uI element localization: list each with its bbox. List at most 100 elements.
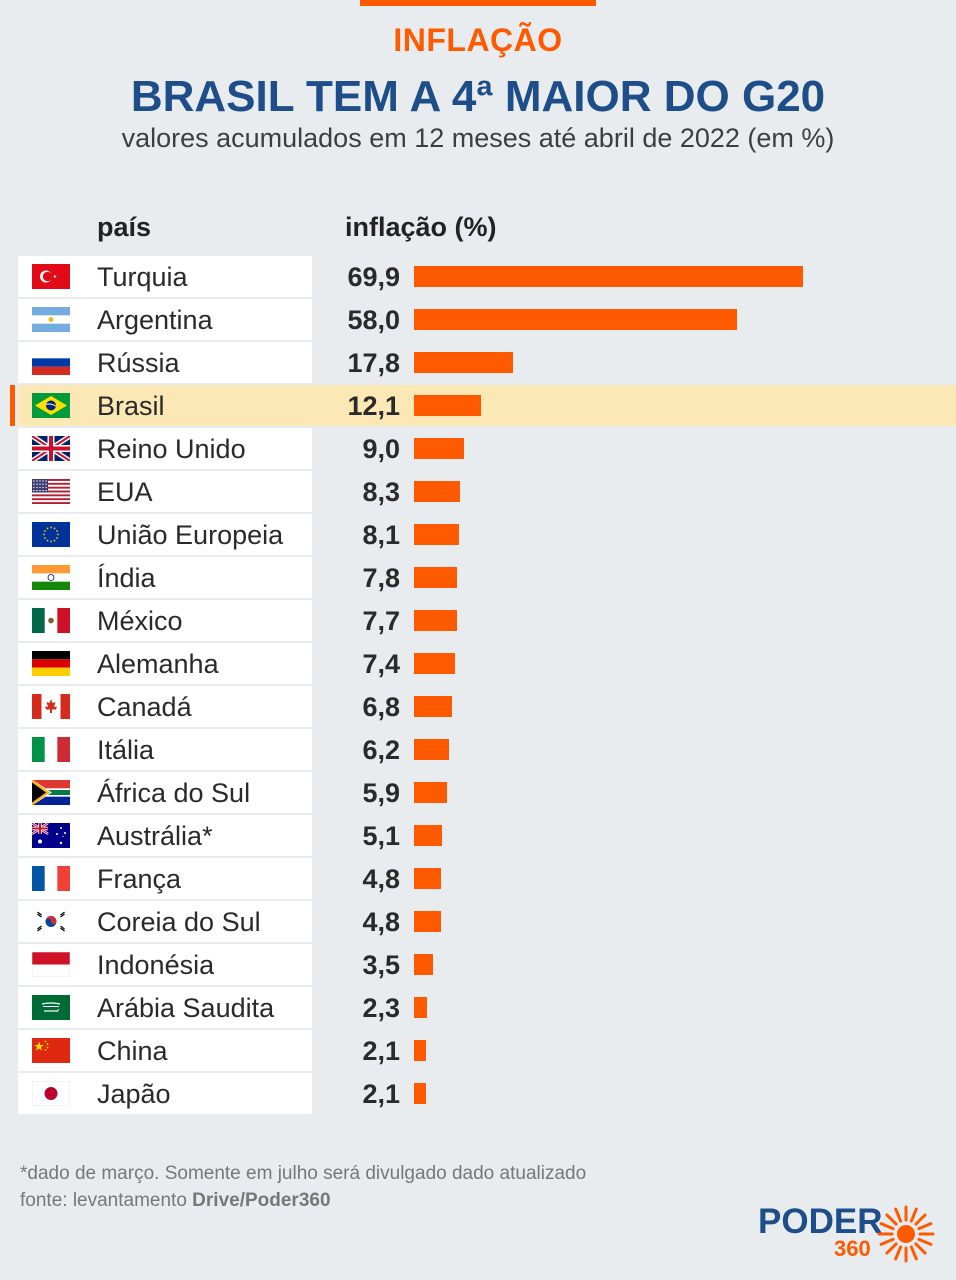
inflation-table: Turquia 69,9 Argentina 58,0 Rússia 17,8 Brasil… (10, 256, 956, 1116)
eu-flag-icon (32, 522, 70, 547)
inflation-bar (414, 395, 481, 416)
italy-flag-icon (32, 737, 70, 762)
inflation-bar (414, 481, 460, 502)
value-label: 4,8 (362, 864, 400, 894)
value-label: 7,8 (362, 563, 400, 593)
australia-flag-icon (32, 823, 70, 848)
inflation-bar (414, 438, 464, 459)
inflation-bar (414, 739, 449, 760)
kicker: INFLAÇÃO (393, 22, 563, 58)
table-row: Reino Unido 9,0 (18, 428, 956, 469)
table-row: União Europeia 8,1 (18, 514, 956, 555)
inflation-bar (414, 567, 457, 588)
chart-subtitle: valores acumulados em 12 meses até abril… (121, 123, 835, 153)
inflation-bar (414, 610, 457, 631)
table-row: Japão 2,1 (18, 1073, 956, 1114)
inflation-bar (414, 911, 441, 932)
inflation-bar (414, 954, 433, 975)
mexico-flag-icon (32, 608, 70, 633)
inflation-bar (414, 352, 513, 373)
table-row: China 2,1 (18, 1030, 956, 1071)
table-row: Índia 7,8 (18, 557, 956, 598)
value-label: 69,9 (347, 262, 400, 292)
value-label: 5,1 (362, 821, 400, 851)
country-name: EUA (97, 477, 153, 507)
country-name: Arábia Saudita (97, 993, 275, 1023)
value-label: 12,1 (347, 391, 400, 421)
inflation-bar (414, 266, 803, 287)
table-row: México 7,7 (18, 600, 956, 641)
value-label: 8,3 (362, 477, 400, 507)
inflation-bar (414, 997, 427, 1018)
country-name: Argentina (97, 305, 213, 335)
source-name: Drive/Poder360 (192, 1190, 331, 1211)
source-prefix: fonte: levantamento (20, 1190, 193, 1211)
japan-flag-icon (32, 1081, 70, 1106)
country-name: Turquia (97, 262, 188, 292)
country-name: Coreia do Sul (97, 907, 261, 937)
table-row: França 4,8 (18, 858, 956, 899)
country-name: Brasil (97, 391, 165, 421)
brazil-flag-icon (32, 393, 70, 418)
country-name: Rússia (97, 348, 180, 378)
inflation-bar (414, 1083, 426, 1104)
country-name: União Europeia (97, 520, 284, 550)
table-row: Austrália* 5,1 (18, 815, 956, 856)
table-row: Itália 6,2 (18, 729, 956, 770)
value-label: 7,4 (362, 649, 400, 679)
country-name: França (97, 864, 182, 894)
highlight-marker (10, 385, 15, 426)
inflation-bar (414, 782, 447, 803)
country-name: África do Sul (97, 778, 251, 808)
value-label: 58,0 (347, 305, 400, 335)
canada-flag-icon (32, 694, 70, 719)
inflation-bar (414, 524, 459, 545)
footnote: *dado de março. Somente em julho será di… (20, 1163, 587, 1184)
country-name: Alemanha (97, 649, 219, 679)
value-label: 8,1 (362, 520, 400, 550)
argentina-flag-icon (32, 307, 70, 332)
source-line: fonte: levantamento Drive/Poder360 (20, 1190, 331, 1212)
country-name: Austrália* (97, 821, 213, 851)
india-flag-icon (32, 565, 70, 590)
value-label: 2,3 (362, 993, 400, 1023)
uk-flag-icon (32, 436, 70, 461)
poder360-logo: PODER 360 (758, 1202, 938, 1266)
inflation-bar (414, 1040, 426, 1061)
table-row: EUA 8,3 (18, 471, 956, 512)
value-label: 17,8 (347, 348, 400, 378)
south-africa-flag-icon (32, 780, 70, 805)
country-name: China (97, 1036, 168, 1066)
value-label: 6,2 (362, 735, 400, 765)
table-row: Turquia 69,9 (18, 256, 956, 297)
saudi-arabia-flag-icon (32, 995, 70, 1020)
china-flag-icon (32, 1038, 70, 1063)
value-label: 3,5 (362, 950, 400, 980)
value-column-header: inflação (%) (345, 212, 497, 242)
indonesia-flag-icon (32, 952, 70, 977)
value-label: 5,9 (362, 778, 400, 808)
table-row: Arábia Saudita 2,3 (18, 987, 956, 1028)
value-label: 9,0 (362, 434, 400, 464)
table-row: África do Sul 5,9 (18, 772, 956, 813)
country-name: Japão (97, 1079, 171, 1109)
value-label: 2,1 (362, 1079, 400, 1109)
table-row: Coreia do Sul 4,8 (18, 901, 956, 942)
logo-sub: 360 (834, 1236, 871, 1261)
country-name: Índia (97, 563, 156, 593)
chart-title: BRASIL TEM A 4ª MAIOR DO G20 (130, 72, 826, 121)
logo-name: PODER (758, 1202, 883, 1241)
france-flag-icon (32, 866, 70, 891)
inflation-bar (414, 309, 737, 330)
value-label: 4,8 (362, 907, 400, 937)
table-row: Brasil 12,1 (10, 385, 956, 426)
inflation-bar (414, 868, 441, 889)
russia-flag-icon (32, 350, 70, 375)
table-row: Rússia 17,8 (18, 342, 956, 383)
inflation-bar (414, 696, 452, 717)
country-name: Indonésia (97, 950, 215, 980)
inflation-bar (414, 825, 442, 846)
usa-flag-icon (32, 479, 70, 504)
value-label: 7,7 (362, 606, 400, 636)
value-label: 6,8 (362, 692, 400, 722)
